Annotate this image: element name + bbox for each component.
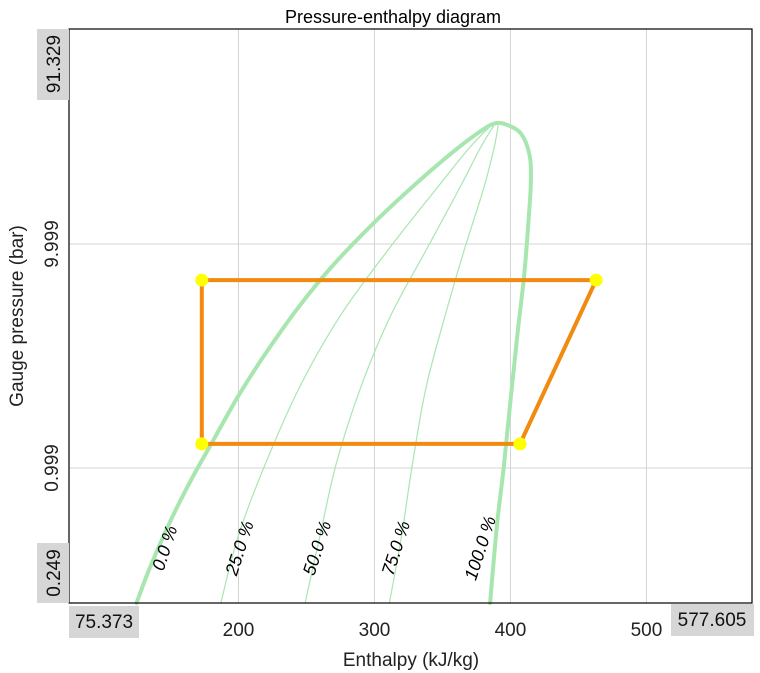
x-min-box bbox=[69, 606, 139, 638]
axes: 200 300 400 500 0.999 9.999 75.373 577.605 91.32… bbox=[37, 29, 754, 641]
y-min-box bbox=[37, 543, 69, 603]
x-tick-label: 400 bbox=[495, 620, 527, 641]
x-tick-label: 200 bbox=[223, 620, 255, 641]
y-tick-label: 0.999 bbox=[42, 444, 63, 492]
x-axis-label: Enthalpy (kJ/kg) bbox=[343, 650, 479, 671]
y-max-label: 91.329 bbox=[44, 35, 65, 93]
saturation-dome bbox=[134, 120, 533, 605]
x-tick-label: 500 bbox=[631, 620, 663, 641]
y-axis-label: Gauge pressure (bar) bbox=[7, 225, 28, 407]
saturation-dome-curve bbox=[134, 120, 533, 605]
quality-line bbox=[388, 125, 499, 604]
y-tick-label: 9.999 bbox=[42, 220, 63, 268]
cycle-state-point bbox=[513, 437, 527, 451]
cycle-state-point bbox=[195, 273, 209, 287]
quality-line bbox=[220, 124, 492, 604]
x-max-label: 577.605 bbox=[678, 610, 747, 631]
x-tick-label: 300 bbox=[359, 620, 391, 641]
refrigeration-cycle bbox=[195, 273, 603, 451]
x-min-label: 75.373 bbox=[75, 612, 133, 633]
cycle-state-point bbox=[589, 273, 603, 287]
quality-label: 75.0 % bbox=[378, 518, 414, 577]
quality-line bbox=[304, 124, 495, 604]
quality-label: 50.0 % bbox=[299, 518, 335, 577]
chart-title: Pressure-enthalpy diagram bbox=[285, 7, 501, 27]
y-max-box bbox=[37, 29, 69, 100]
quality-label: 25.0 % bbox=[221, 518, 258, 578]
quality-label: 0.0 % bbox=[148, 523, 181, 573]
cycle-state-point bbox=[195, 437, 209, 451]
x-max-box bbox=[671, 604, 754, 636]
y-min-label: 0.249 bbox=[44, 549, 65, 597]
plot-frame bbox=[68, 28, 753, 604]
